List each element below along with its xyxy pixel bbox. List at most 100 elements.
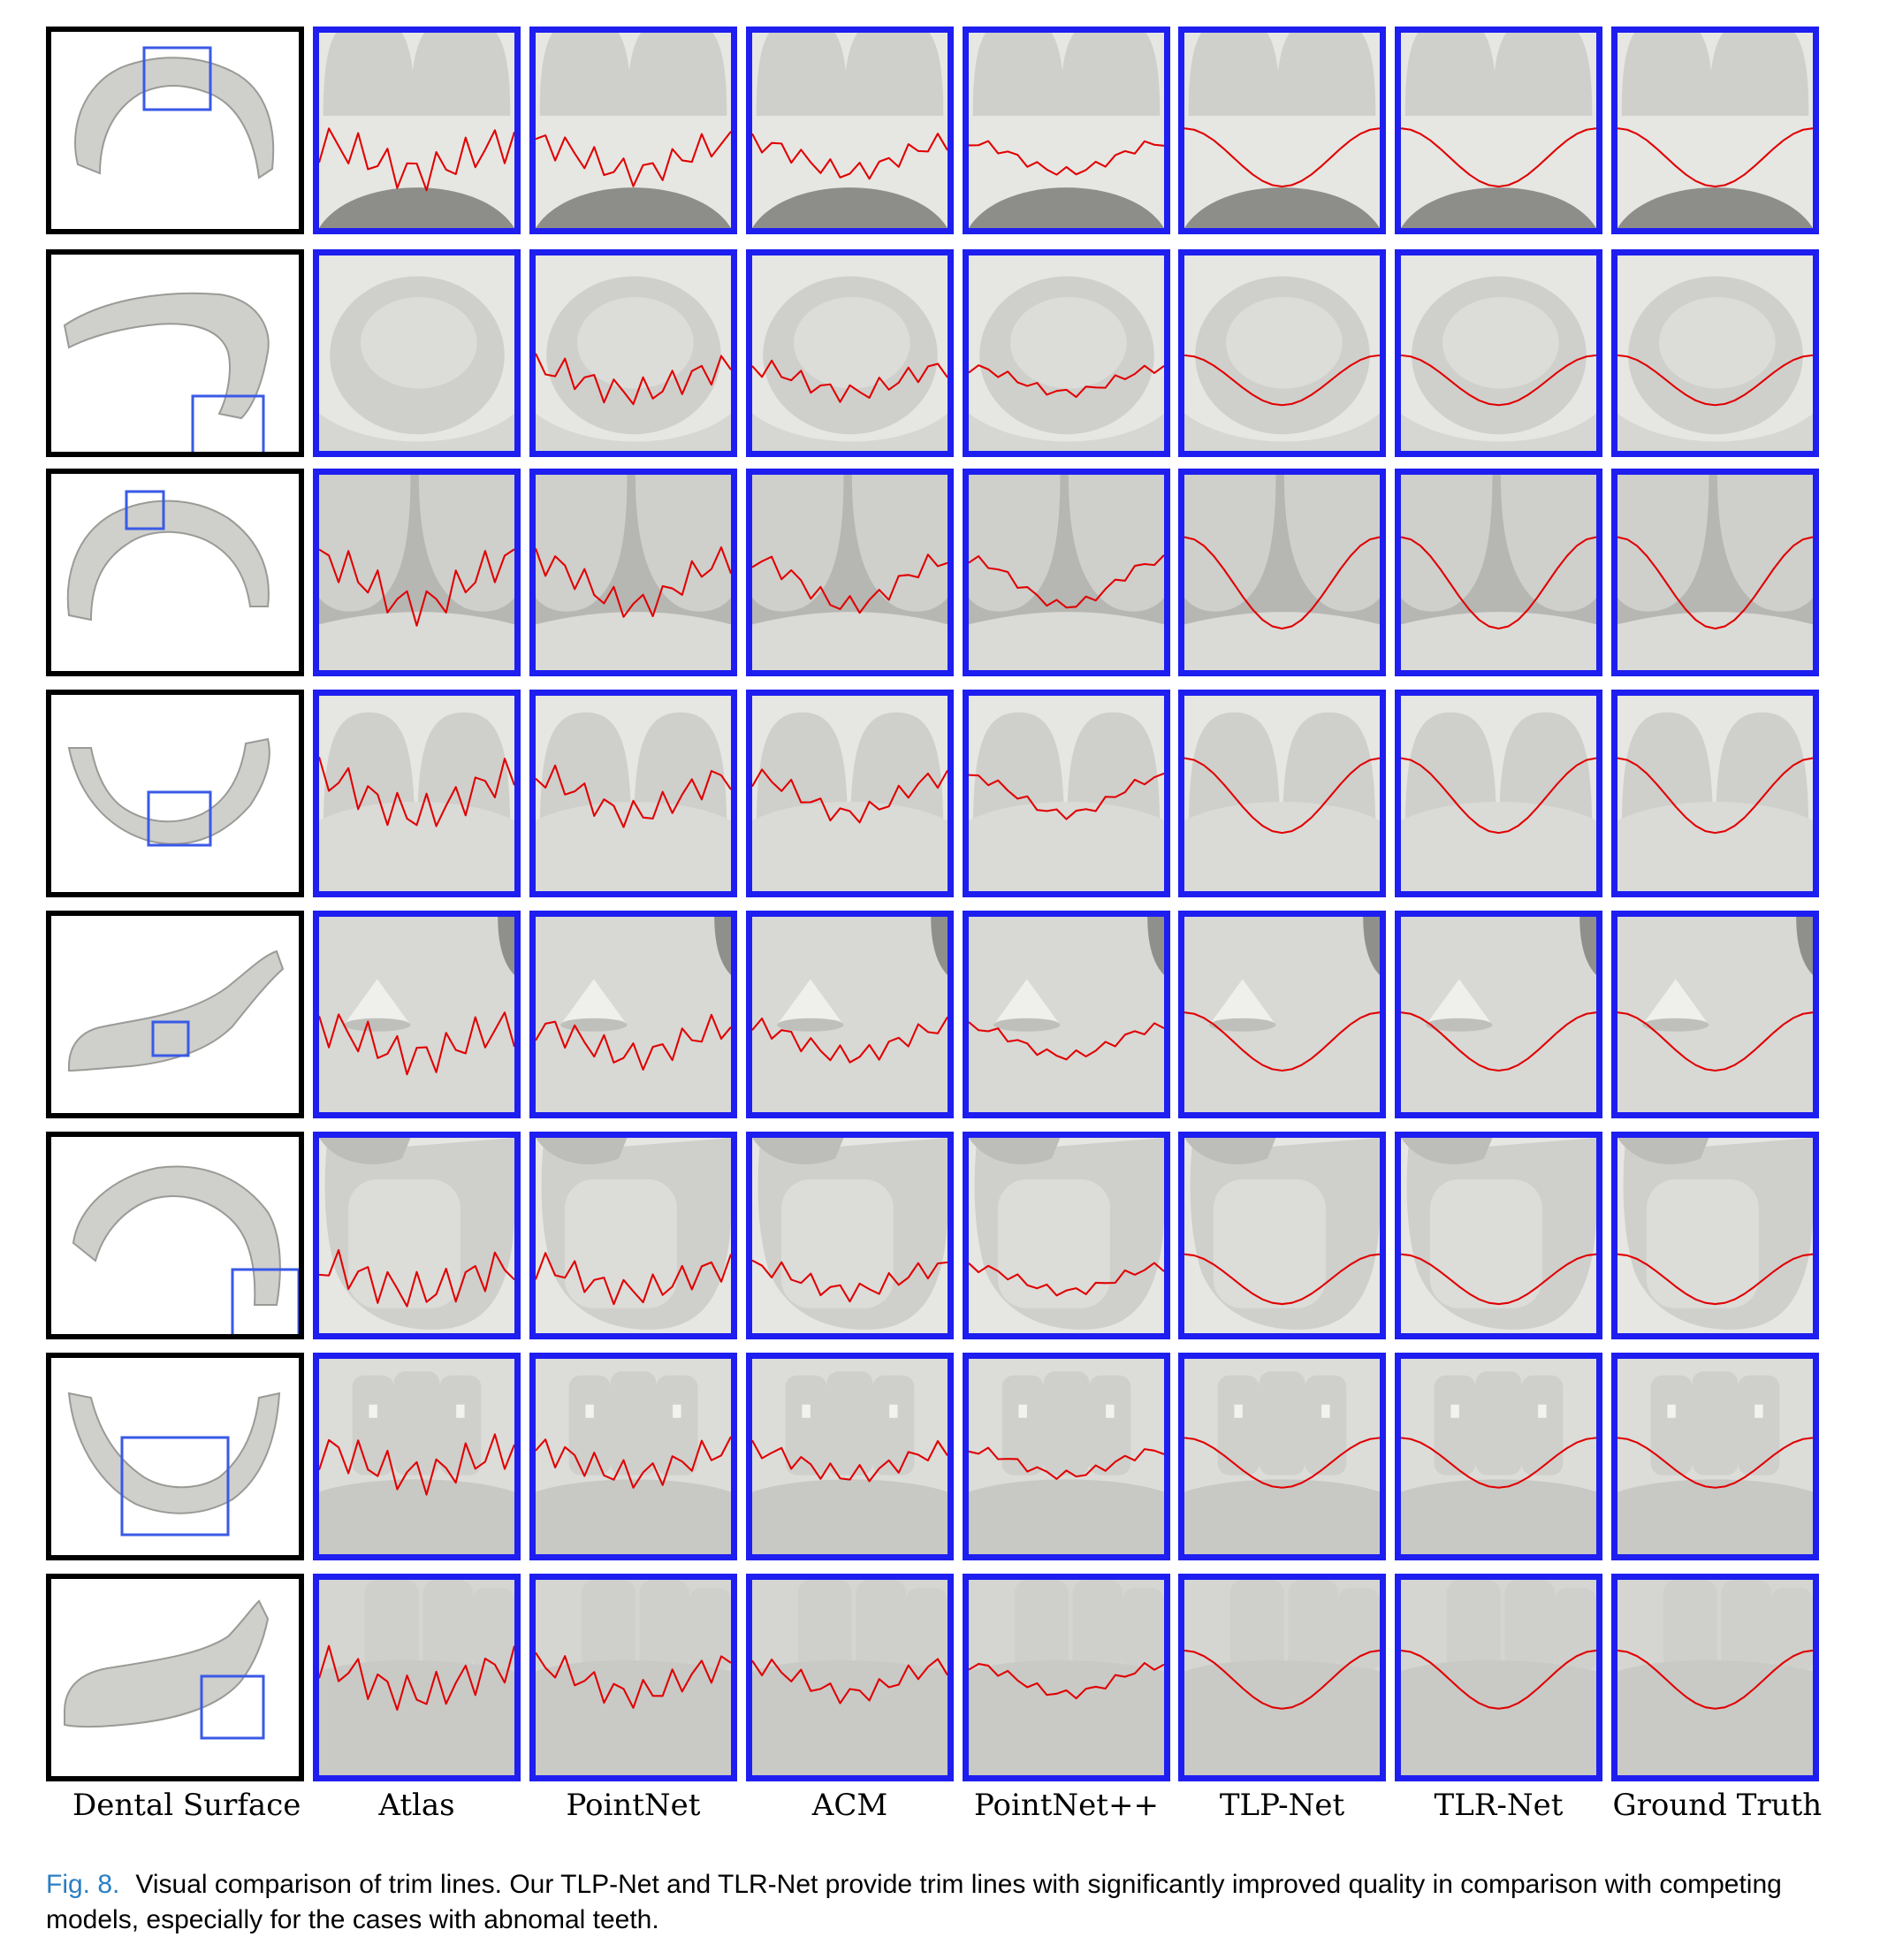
panel-row-3-dental-surface (46, 469, 304, 676)
panel-row-1-ground-truth (1611, 27, 1819, 234)
panel-row-4-acm (746, 690, 954, 897)
panel-row-8-tlp-net (1178, 1574, 1386, 1781)
panel-row-7-dental-surface (46, 1353, 304, 1560)
zoomed-tooth-render (969, 33, 1164, 228)
zoomed-tooth-render (969, 1138, 1164, 1333)
panel-row-4-atlas (313, 690, 521, 897)
zoomed-tooth-render (319, 255, 514, 451)
trim-line (536, 353, 731, 406)
panel-row-5-pointnetpp (963, 911, 1170, 1118)
trim-line (536, 1013, 731, 1071)
zoomed-tooth-render (319, 1138, 514, 1333)
trim-line (1617, 1253, 1813, 1306)
roi-box (191, 394, 265, 452)
panel-row-6-pointnetpp (963, 1132, 1170, 1339)
panel-row-1-tlp-net (1178, 27, 1386, 234)
panel-row-8-tlr-net (1395, 1574, 1602, 1781)
zoomed-tooth-render (319, 917, 514, 1112)
roi-box (142, 46, 212, 111)
panel-row-3-pointnetpp (963, 469, 1170, 676)
zoomed-tooth-render (536, 696, 731, 891)
trim-line (1401, 1011, 1596, 1072)
zoomed-tooth-render (1401, 917, 1596, 1112)
panel-row-7-atlas (313, 1353, 521, 1560)
trim-line (1401, 536, 1596, 630)
zoomed-tooth-render (1184, 255, 1380, 451)
panel-row-8-pointnet (529, 1574, 737, 1781)
roi-box (231, 1268, 299, 1334)
dental-surface-thumbnail (67, 737, 270, 847)
trim-line (319, 1433, 514, 1496)
panel-row-3-tlp-net (1178, 469, 1386, 676)
column-label-pointnet: PointNet (566, 1788, 701, 1823)
zoomed-tooth-render (1184, 1359, 1380, 1554)
zoomed-tooth-render (1184, 1138, 1380, 1333)
trim-line (1401, 127, 1596, 188)
column-label-tlp-net: TLP-Net (1219, 1788, 1345, 1823)
trim-line (752, 133, 948, 180)
zoomed-tooth-render (1184, 1580, 1380, 1775)
panel-row-3-ground-truth (1611, 469, 1819, 676)
panel-row-3-pointnet (529, 469, 737, 676)
panel-row-5-dental-surface (46, 911, 304, 1118)
zoomed-tooth-render (969, 696, 1164, 891)
trim-line (1184, 1649, 1380, 1710)
panel-row-4-tlp-net (1178, 690, 1386, 897)
panel-row-5-tlr-net (1395, 911, 1602, 1118)
trim-line (1401, 757, 1596, 835)
trim-line (752, 553, 948, 614)
trim-line (1184, 1437, 1380, 1489)
zoomed-tooth-render (319, 1359, 514, 1554)
panel-row-2-pointnetpp (963, 249, 1170, 457)
trim-line (1617, 1437, 1813, 1489)
zoomed-tooth-render (752, 33, 948, 228)
panel-row-2-dental-surface (46, 249, 304, 457)
panel-row-8-pointnetpp (963, 1574, 1170, 1781)
panel-row-5-pointnet (529, 911, 737, 1118)
zoomed-tooth-render (969, 1580, 1164, 1775)
panel-row-8-ground-truth (1611, 1574, 1819, 1781)
column-label-pointnet-plus-plus: PointNet++ (974, 1788, 1159, 1823)
roi-box (120, 1436, 230, 1537)
column-label-ground-truth: Ground Truth (1612, 1788, 1823, 1823)
panel-row-4-pointnetpp (963, 690, 1170, 897)
trim-line (1184, 354, 1380, 407)
trim-line (536, 764, 731, 828)
panel-row-2-pointnet (529, 249, 737, 457)
panel-row-6-dental-surface (46, 1132, 304, 1339)
panel-row-6-tlr-net (1395, 1132, 1602, 1339)
zoomed-tooth-render (1617, 917, 1813, 1112)
panel-row-3-atlas (313, 469, 521, 676)
panel-row-1-pointnet (529, 27, 737, 234)
trim-line (969, 140, 1164, 176)
trim-line (1184, 1011, 1380, 1072)
panel-row-7-tlp-net (1178, 1353, 1386, 1560)
panel-row-4-ground-truth (1611, 690, 1819, 897)
zoomed-tooth-render (752, 1138, 948, 1333)
column-label-atlas: Atlas (378, 1788, 455, 1823)
zoomed-tooth-render (1401, 33, 1596, 228)
trim-line (969, 1446, 1164, 1480)
trim-line (536, 1651, 731, 1709)
panel-row-2-atlas (313, 249, 521, 457)
panel-row-3-tlr-net (1395, 469, 1602, 676)
panel-row-2-ground-truth (1611, 249, 1819, 457)
zoomed-tooth-render (319, 696, 514, 891)
panel-row-1-dental-surface (46, 27, 304, 234)
trim-line (752, 1658, 948, 1705)
trim-line (1617, 127, 1813, 188)
panel-row-2-tlp-net (1178, 249, 1386, 457)
panel-row-1-atlas (313, 27, 521, 234)
trim-line (1401, 1649, 1596, 1710)
zoomed-tooth-render (536, 1359, 731, 1554)
trim-line (969, 364, 1164, 399)
panel-row-4-pointnet (529, 690, 737, 897)
panel-row-8-dental-surface (46, 1574, 304, 1781)
zoomed-tooth-render (969, 475, 1164, 670)
panel-row-3-acm (746, 469, 954, 676)
roi-box (125, 490, 165, 530)
zoomed-tooth-render (752, 696, 948, 891)
trim-line (1184, 536, 1380, 630)
zoomed-tooth-render (1617, 33, 1813, 228)
zoomed-tooth-render (1617, 1359, 1813, 1554)
